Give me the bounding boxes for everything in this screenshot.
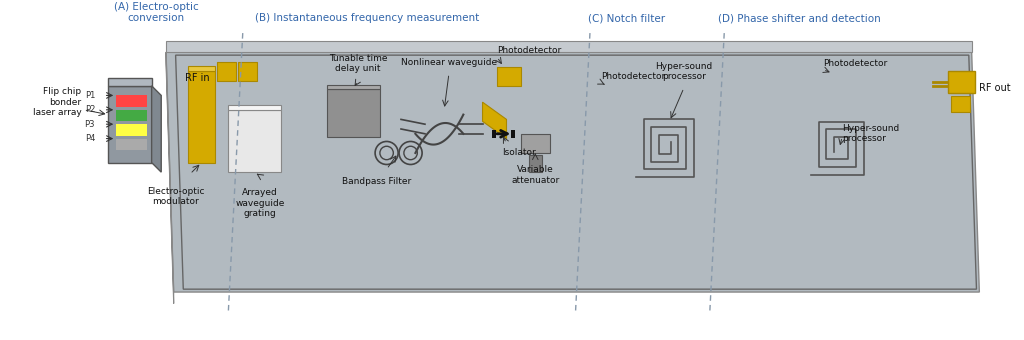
Text: P2: P2 [85,105,95,114]
Bar [528,155,542,172]
Text: RF in: RF in [184,73,209,83]
Bar [327,89,380,137]
Bar [217,62,237,81]
Polygon shape [109,78,152,86]
Bar [493,130,496,138]
Text: RF out: RF out [979,83,1011,93]
Bar [188,66,215,71]
Text: (A) Electro-optic
conversion: (A) Electro-optic conversion [114,2,199,23]
Text: Variable
attenuator: Variable attenuator [511,166,559,185]
Polygon shape [166,52,979,292]
Text: (D) Phase shifter and detection: (D) Phase shifter and detection [718,14,881,23]
Polygon shape [116,139,146,150]
Bar [511,130,515,138]
Bar [950,77,970,92]
Text: Tunable time
delay unit: Tunable time delay unit [329,54,387,73]
Bar [228,105,282,110]
Text: P3: P3 [85,120,95,129]
Bar [947,71,975,92]
Bar [521,134,550,153]
Bar [950,96,970,112]
Text: Bandpass Filter: Bandpass Filter [342,177,412,186]
Text: Arrayed
waveguide
grating: Arrayed waveguide grating [236,188,285,218]
Text: Flip chip
bonder
laser array: Flip chip bonder laser array [33,87,82,117]
Text: Photodetector: Photodetector [823,58,887,68]
Text: Photodetector: Photodetector [497,46,561,55]
Text: Electro-optic
modulator: Electro-optic modulator [146,187,205,206]
Text: Photodetector: Photodetector [601,72,666,81]
FancyArrowPatch shape [497,131,507,137]
Polygon shape [497,67,521,86]
Text: Hyper-sound
processor: Hyper-sound processor [842,124,899,143]
Bar [188,71,215,163]
Text: P1: P1 [85,91,95,100]
Bar [327,85,380,89]
Bar [228,110,282,172]
Polygon shape [166,52,174,304]
Polygon shape [116,110,146,121]
Text: (C) Notch filter: (C) Notch filter [588,14,665,23]
Text: Isolator: Isolator [502,148,536,157]
Polygon shape [152,86,161,172]
Polygon shape [109,86,152,163]
Text: (B) Instantaneous frequency measurement: (B) Instantaneous frequency measurement [255,14,479,23]
Polygon shape [482,102,507,139]
Text: P4: P4 [85,134,95,143]
Text: Nonlinear waveguide: Nonlinear waveguide [400,58,497,67]
Polygon shape [116,124,146,136]
Bar [238,62,257,81]
Text: Hyper-sound
processor: Hyper-sound processor [655,62,713,81]
Polygon shape [166,41,972,52]
Polygon shape [116,96,146,107]
